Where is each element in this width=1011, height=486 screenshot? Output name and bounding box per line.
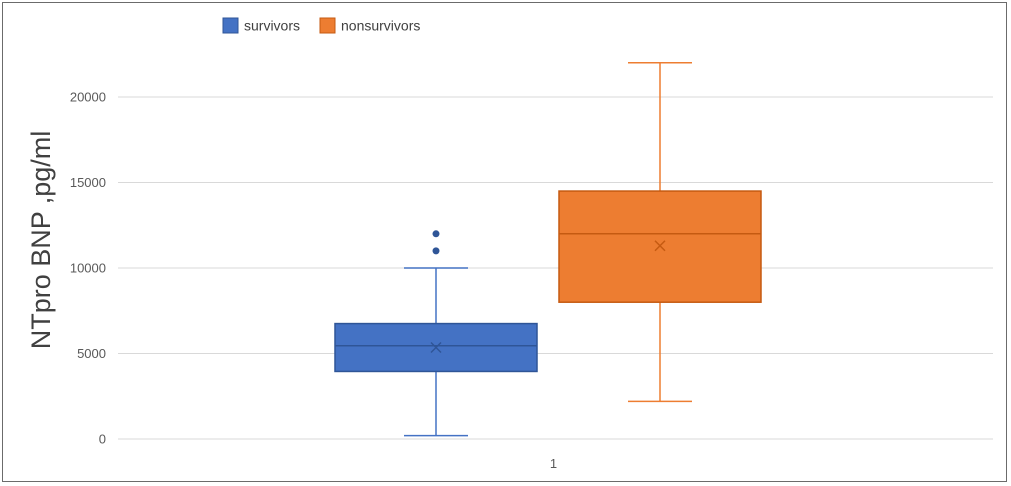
box-survivors bbox=[334, 230, 538, 437]
box-plot-chart: 0 5000 10000 15000 20000 1 survivors nonsurviv… bbox=[26, 17, 993, 471]
legend: survivors nonsurvivors bbox=[222, 17, 420, 34]
y-tick-label-15000: 15000 bbox=[70, 175, 106, 190]
legend-label-survivors: survivors bbox=[244, 18, 300, 34]
y-tick-label-20000: 20000 bbox=[70, 90, 106, 105]
x-tick-label-1: 1 bbox=[550, 456, 557, 471]
grid-layer bbox=[118, 96, 993, 354]
box-nonsurvivors bbox=[558, 62, 762, 403]
outlier-point-survivors-0 bbox=[432, 247, 440, 255]
mean-marker-nonsurvivors bbox=[654, 240, 666, 252]
legend-swatch-survivors bbox=[222, 17, 239, 34]
iqr-box-survivors bbox=[334, 322, 538, 373]
y-axis-label: NTpro BNP ,pg/ml bbox=[26, 131, 56, 350]
y-tick-label-5000: 5000 bbox=[77, 346, 106, 361]
box-layer bbox=[334, 62, 762, 437]
outlier-point-survivors-1 bbox=[432, 230, 440, 238]
legend-label-nonsurvivors: nonsurvivors bbox=[341, 18, 420, 34]
axis-layer: 0 5000 10000 15000 20000 1 bbox=[70, 90, 993, 471]
mean-marker-survivors bbox=[430, 341, 442, 354]
legend-swatch-nonsurvivors bbox=[319, 17, 336, 34]
y-tick-label-0: 0 bbox=[99, 432, 106, 447]
y-tick-label-10000: 10000 bbox=[70, 261, 106, 276]
